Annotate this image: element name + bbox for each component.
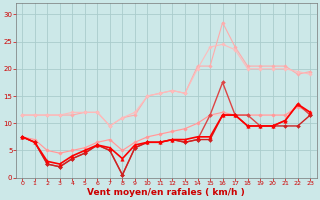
X-axis label: Vent moyen/en rafales ( km/h ): Vent moyen/en rafales ( km/h ) <box>87 188 245 197</box>
